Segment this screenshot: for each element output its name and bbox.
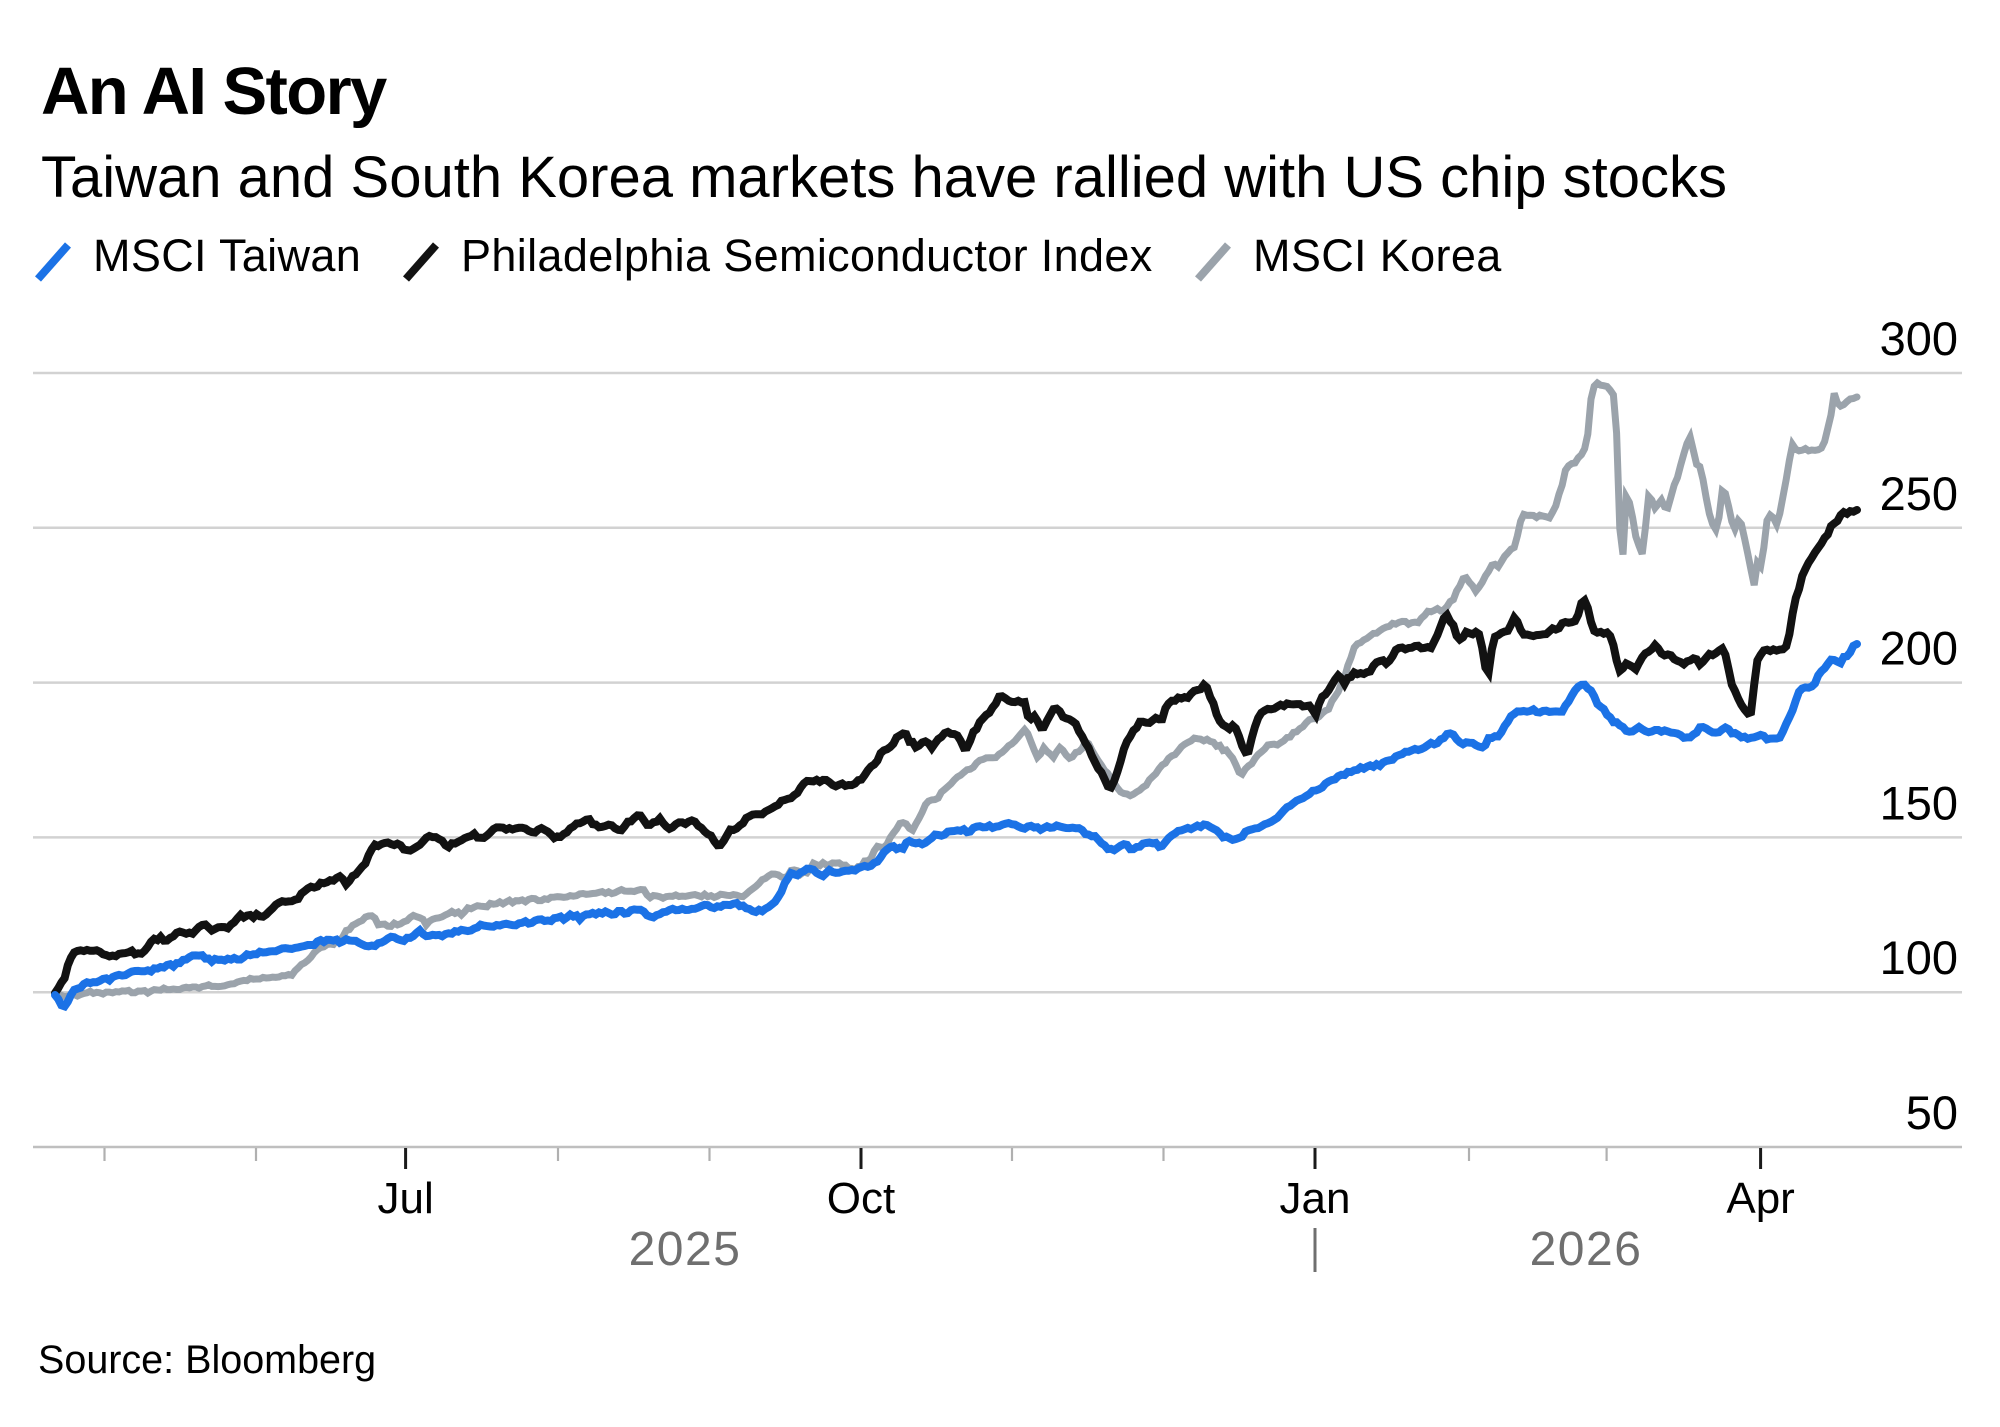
svg-text:Source: Bloomberg: Source: Bloomberg xyxy=(38,1338,376,1382)
svg-text:2026: 2026 xyxy=(1530,1223,1643,1276)
svg-text:Apr: Apr xyxy=(1726,1174,1794,1223)
svg-text:300: 300 xyxy=(1880,312,1958,365)
svg-text:200: 200 xyxy=(1880,622,1958,675)
svg-text:MSCI Taiwan: MSCI Taiwan xyxy=(93,230,361,281)
svg-text:Oct: Oct xyxy=(827,1174,895,1223)
svg-text:Philadelphia Semiconductor Ind: Philadelphia Semiconductor Index xyxy=(461,230,1153,281)
svg-text:250: 250 xyxy=(1880,467,1958,520)
svg-text:Jan: Jan xyxy=(1280,1174,1351,1223)
svg-text:100: 100 xyxy=(1880,931,1958,984)
svg-text:Taiwan and South Korea markets: Taiwan and South Korea markets have rall… xyxy=(41,145,1727,210)
svg-text:150: 150 xyxy=(1880,776,1958,829)
svg-text:An AI Story: An AI Story xyxy=(41,54,387,129)
svg-text:2025: 2025 xyxy=(629,1223,742,1276)
svg-text:50: 50 xyxy=(1906,1086,1958,1139)
svg-text:Jul: Jul xyxy=(377,1174,433,1223)
svg-text:MSCI Korea: MSCI Korea xyxy=(1253,230,1502,281)
